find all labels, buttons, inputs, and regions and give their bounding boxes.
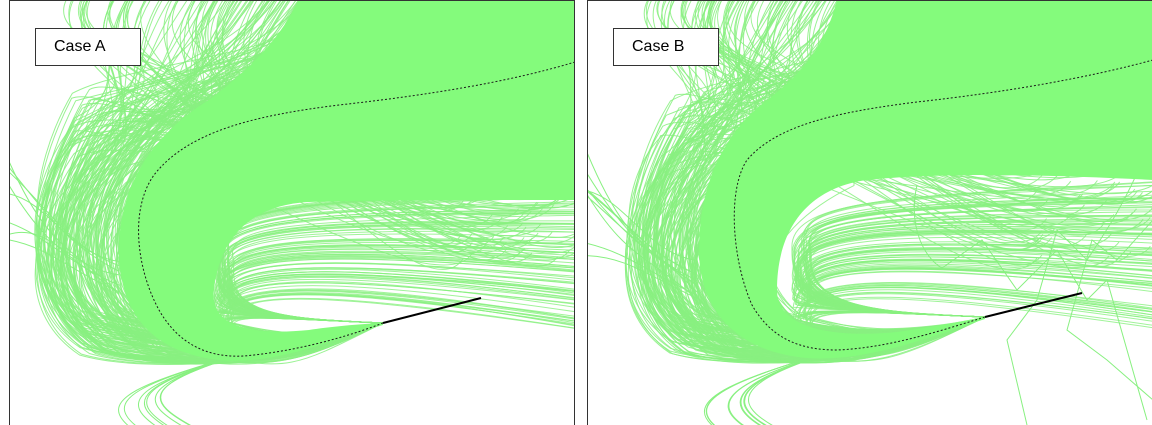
- trajectory-strand: [687, 0, 986, 331]
- case-b-label: Case B: [613, 28, 719, 66]
- trajectory-strand: [791, 229, 1152, 318]
- streamline-plot-b: [587, 0, 1152, 425]
- trajectory-strand: [587, 242, 698, 296]
- trajectory-strand: [804, 218, 1152, 318]
- trajectory-strand: [587, 190, 698, 261]
- trajectory-strand: [587, 189, 698, 275]
- trajectory-strand: [230, 293, 575, 326]
- streamline-core-a: [119, 0, 575, 361]
- trajectory-strand: [793, 260, 1152, 318]
- trajectory-strand: [213, 268, 575, 324]
- streamline-core-b: [699, 0, 1152, 359]
- trajectory-strand: [9, 166, 120, 272]
- solid-segment-a: [382, 297, 482, 324]
- trajectory-strand: [9, 161, 120, 294]
- trajectory-strand: [587, 152, 698, 293]
- panel-case-a: Case A: [9, 0, 575, 425]
- trajectory-strand: [809, 298, 1152, 330]
- trajectory-strand: [587, 188, 698, 286]
- trajectory-strand: [587, 194, 698, 300]
- trajectory-strand: [587, 255, 698, 299]
- trajectory-strand: [9, 231, 120, 276]
- trajectory-strand: [9, 239, 120, 293]
- panel-case-b: Case B: [587, 0, 1152, 425]
- solid-segment-b: [984, 292, 1083, 318]
- trajectory-strand: [9, 171, 120, 267]
- trajectory-strand: [217, 212, 575, 324]
- trajectory-strand: [587, 195, 698, 282]
- trajectory-strand: [224, 227, 575, 324]
- trajectory-strand: [1066, 220, 1152, 400]
- trajectory-strand: [9, 185, 120, 295]
- mean-path-b: [733, 59, 1152, 351]
- trajectory-strand: [913, 184, 1148, 421]
- trajectory-strand: [677, 0, 986, 363]
- mean-path-a: [138, 61, 575, 357]
- streamline-plot-a: [9, 0, 575, 425]
- trajectory-strand: [9, 222, 120, 286]
- case-a-label: Case A: [35, 28, 141, 66]
